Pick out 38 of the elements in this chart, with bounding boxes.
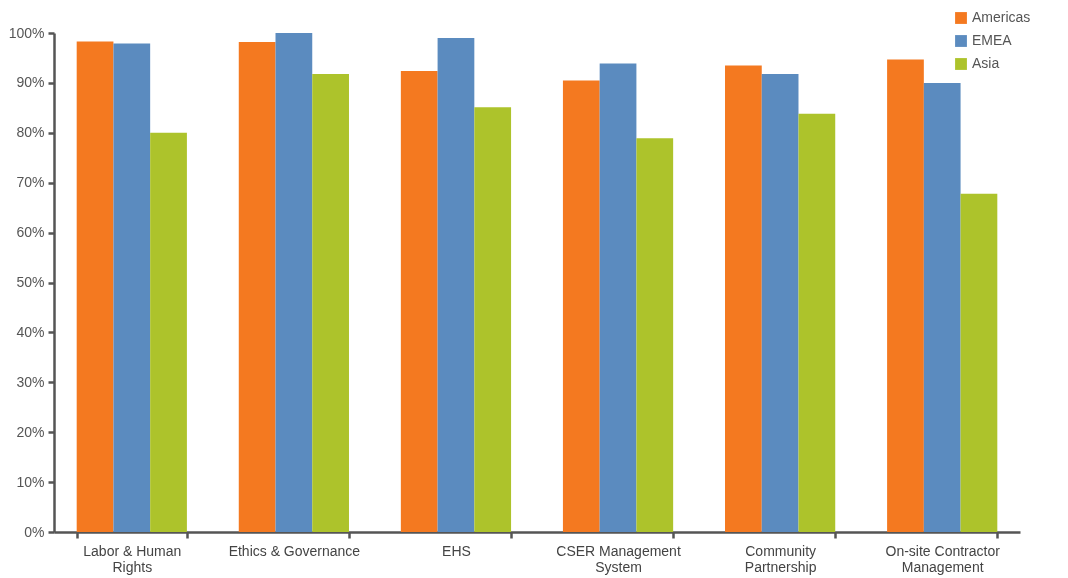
bar — [275, 33, 313, 532]
legend-label: Asia — [972, 55, 1000, 71]
x-tick-label: CSER Management System — [556, 542, 681, 575]
y-tick-label: 80% — [16, 124, 45, 141]
bar — [474, 107, 512, 532]
bar — [887, 59, 924, 532]
bar — [150, 132, 187, 532]
bar — [400, 70, 438, 532]
bar — [113, 43, 151, 532]
bar — [312, 73, 349, 532]
legend-label: Americas — [972, 9, 1031, 25]
x-tick-label: Ethics & Governance — [228, 542, 361, 559]
bar — [923, 82, 961, 532]
bar — [599, 63, 637, 532]
bar — [437, 37, 475, 532]
y-tick-label: 30% — [16, 373, 45, 390]
y-tick-label: 20% — [16, 423, 45, 440]
y-tick-label: 90% — [16, 74, 45, 91]
bar — [562, 80, 600, 532]
bar — [761, 73, 799, 532]
y-tick-label: 40% — [16, 323, 45, 340]
x-tick-label: EHS — [442, 542, 471, 559]
legend-label: EMEA — [972, 32, 1013, 48]
bar — [725, 65, 762, 532]
bar — [238, 41, 276, 532]
bar — [636, 138, 674, 532]
y-tick-label: 100% — [8, 24, 45, 41]
bar — [76, 41, 114, 532]
y-tick-label: 10% — [16, 473, 45, 490]
y-tick-label: 50% — [16, 274, 45, 290]
bar — [798, 113, 836, 532]
x-tick-label: Community Partnership — [744, 542, 817, 575]
x-tick-label: Labor & Human Rights — [83, 542, 182, 575]
y-tick-label: 0% — [24, 523, 45, 540]
bar — [960, 193, 998, 532]
y-tick-label: 70% — [16, 174, 45, 191]
y-tick-label: 60% — [16, 224, 45, 241]
x-tick-label: On-site Contractor Management — [885, 542, 1001, 575]
